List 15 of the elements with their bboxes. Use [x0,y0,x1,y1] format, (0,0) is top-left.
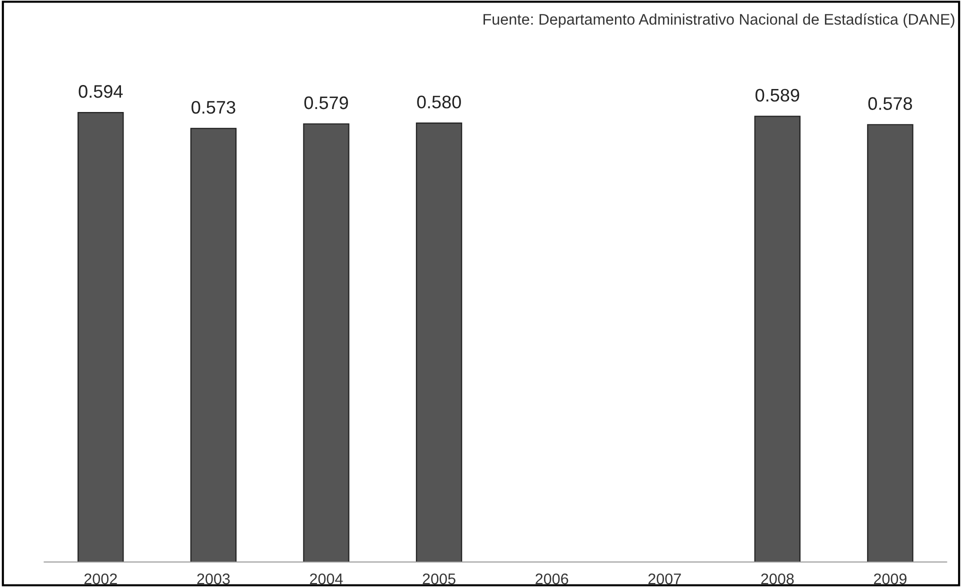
data-label: 0.579 [304,96,348,110]
x-tick-label: 2006 [536,574,568,584]
data-label: 0.594 [78,85,123,98]
x-tick-label: 2005 [422,574,456,584]
data-label: 0.573 [192,100,236,114]
data-label: 0.578 [868,97,912,110]
x-tick-label: 2007 [648,574,681,584]
x-tick-label: 2008 [761,574,794,584]
source-note: Fuente: Departamento Administrativo Nacional de Estadística (DANE) [484,13,954,28]
x-tick-label: 2003 [197,574,230,584]
x-tick-label: 2009 [874,574,906,584]
x-tick-label: 2002 [84,574,117,584]
data-label: 0.580 [417,96,461,108]
x-tick-label: 2004 [310,574,343,584]
data-label: 0.589 [756,88,800,102]
